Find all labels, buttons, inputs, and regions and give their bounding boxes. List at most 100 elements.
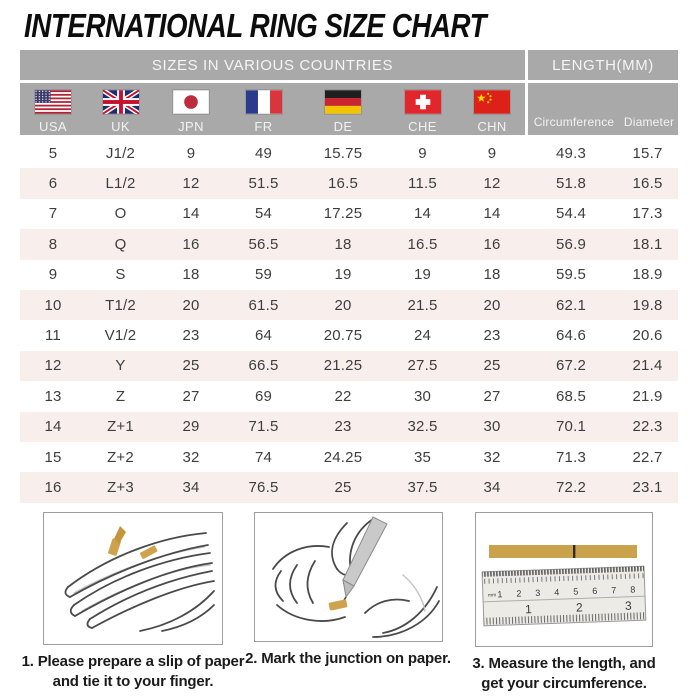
- length-columns-header: Circumference Diameter: [528, 83, 678, 135]
- country-code: DE: [333, 119, 353, 134]
- table-cell: 15: [44, 448, 62, 466]
- table-cell: 25: [483, 357, 501, 375]
- step-1-caption: 1. Please prepare a slip of paper and ti…: [10, 652, 256, 692]
- table-row: 6 L1/2 12 51.5 16.5 11.5 12 51.8 16.5: [20, 168, 678, 199]
- ruler: mm 1 2 3 4 5 6 7 8 1: [481, 565, 647, 627]
- table-cell: 20.6: [632, 327, 663, 345]
- table-cell: 14: [182, 205, 200, 223]
- table-cell: 71.5: [248, 418, 279, 436]
- table-cell: 24.25: [323, 448, 363, 466]
- table-cell: 56.5: [248, 235, 279, 253]
- table-cell: 32.5: [407, 418, 438, 436]
- table-row: 16 Z+3 34 76.5 25 37.5 34 72.2 23.1: [20, 472, 678, 503]
- column-usa: USA: [20, 83, 86, 135]
- svg-text:2: 2: [516, 588, 521, 598]
- table-cell: T1/2: [105, 296, 136, 314]
- table-cell: 14: [44, 418, 62, 436]
- paper-strip-mark: [573, 545, 576, 558]
- diameter-column-label: Diameter: [623, 115, 675, 129]
- table-cell: 67.2: [556, 357, 586, 375]
- table-cell: 9: [48, 266, 58, 284]
- step-3-caption-line2: get your circumference.: [481, 675, 647, 692]
- country-code: CHN: [477, 119, 507, 134]
- table-row: 13 Z 27 69 22 30 27 68.5 21.9: [20, 381, 678, 412]
- table-cell: 23.1: [632, 478, 663, 496]
- header-length-group: LENGTH(MM): [528, 50, 678, 80]
- table-cell: 18: [483, 266, 501, 284]
- table-cell: 21.9: [632, 387, 663, 405]
- country-code: CHE: [408, 119, 437, 134]
- svg-text:6: 6: [592, 586, 597, 596]
- step-1-illustration-box: [43, 512, 223, 645]
- step-1-caption-line1: 1. Please prepare a slip of paper: [21, 653, 245, 670]
- table-cell: 16.5: [407, 235, 438, 253]
- table-cell: 49: [254, 144, 273, 162]
- column-fr: FR: [227, 83, 300, 135]
- step-3-caption-line1: 3. Measure the length, and: [472, 655, 656, 672]
- table-cell: 61.5: [248, 296, 279, 314]
- ruler-cm-scale: 1 2 3 4 5 6 7 8: [497, 585, 635, 600]
- table-cell: 21.5: [407, 296, 438, 314]
- table-cell: 22.3: [632, 418, 663, 436]
- table-cell: 64.6: [556, 327, 586, 345]
- table-cell: 7: [48, 205, 58, 223]
- table-cell: 11.5: [408, 175, 437, 193]
- table-cell: 37.5: [407, 478, 438, 496]
- pen-marking-paper-illustration: [271, 516, 440, 638]
- table-cell: 16: [483, 235, 501, 253]
- table-cell: 20.75: [323, 327, 363, 345]
- table-cell: 15.7: [632, 144, 663, 162]
- svg-text:1: 1: [525, 602, 532, 616]
- table-cell: 54.4: [556, 205, 586, 223]
- table-cell: 34: [483, 478, 501, 496]
- table-cell: 64: [254, 327, 273, 345]
- table-cell: 25: [182, 357, 200, 375]
- table-cell: 59.5: [556, 266, 586, 284]
- uk-flag-icon: [102, 90, 139, 114]
- step-2-caption: 2. Mark the junction on paper.: [235, 649, 461, 669]
- table-cell: 30: [483, 418, 501, 436]
- table-cell: 51.8: [556, 175, 586, 193]
- table-cell: 6: [48, 175, 58, 193]
- table-cell: 8: [48, 235, 58, 253]
- step-3-illustration-box: mm 1 2 3 4 5 6 7 8 1: [475, 512, 653, 647]
- country-code: JPN: [178, 119, 204, 134]
- table-cell: 74: [254, 448, 273, 466]
- header-sizes-group: SIZES IN VARIOUS COUNTRIES: [20, 50, 525, 80]
- table-cell: 9: [487, 144, 497, 162]
- svg-text:8: 8: [630, 585, 635, 595]
- table-cell: 25: [334, 478, 352, 496]
- table-cell: 76.5: [248, 478, 279, 496]
- table-cell: 68.5: [556, 387, 586, 405]
- svg-text:7: 7: [611, 585, 616, 595]
- table-cell: 35: [413, 448, 432, 466]
- table-body: 5 J1/2 9 49 15.75 9 9 49.3 15.7 6 L1/2 12 51.5 16.5 11…: [20, 138, 678, 503]
- table-cell: 49.3: [556, 144, 586, 162]
- table-header-groups: SIZES IN VARIOUS COUNTRIES LENGTH(MM): [20, 50, 678, 80]
- table-cell: 20: [334, 296, 352, 314]
- table-cell: 54: [254, 205, 273, 223]
- table-cell: 69: [254, 387, 273, 405]
- column-jpn: JPN: [155, 83, 227, 135]
- table-cell: 21.4: [632, 357, 663, 375]
- table-cell: 24: [413, 327, 432, 345]
- step-3-caption: 3. Measure the length, and get your circ…: [455, 654, 673, 694]
- svg-text:5: 5: [573, 586, 578, 596]
- table-cell: 59: [254, 266, 273, 284]
- table-cell: 13: [44, 387, 62, 405]
- germany-flag-icon: [325, 90, 361, 114]
- table-cell: 21.25: [323, 357, 363, 375]
- table-row: 15 Z+2 32 74 24.25 35 32 71.3 22.7: [20, 441, 678, 473]
- ruler-unit-label: mm: [488, 592, 497, 598]
- table-cell: 23: [182, 327, 200, 345]
- table-cell: 62.1: [556, 296, 586, 314]
- table-row: 12 Y 25 66.5 21.25 27.5 25 67.2 21.4: [20, 350, 678, 382]
- table-cell: 18: [334, 235, 352, 253]
- country-code: FR: [254, 119, 273, 134]
- svg-text:3: 3: [625, 599, 632, 613]
- table-cell: 9: [418, 144, 427, 162]
- table-cell: 19: [413, 266, 432, 284]
- table-cell: 18: [182, 266, 200, 284]
- table-row: 5 J1/2 9 49 15.75 9 9 49.3 15.7: [20, 138, 678, 169]
